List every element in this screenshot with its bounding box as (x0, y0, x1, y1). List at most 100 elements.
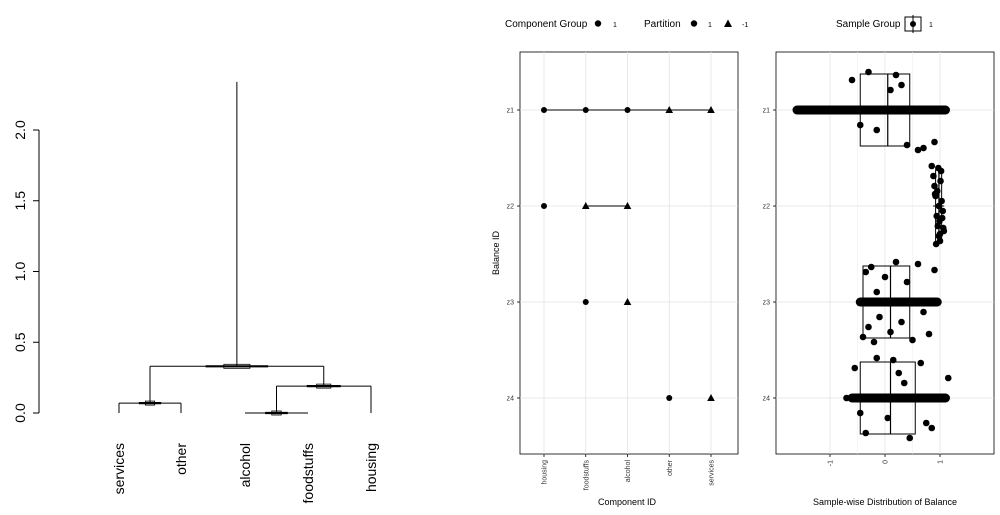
right-sample-point (870, 106, 878, 114)
right-sample-point (876, 106, 883, 114)
right-sample-point (931, 266, 938, 274)
mid-point-triangle (623, 202, 632, 209)
right-sample-point (911, 106, 919, 114)
right-sample-point (867, 263, 875, 271)
right-y-tick-label: z2 (763, 204, 771, 211)
right-sample-point (928, 424, 936, 432)
right-sample-point (936, 230, 944, 238)
right-sample-point (931, 138, 938, 146)
mid-point-circle (624, 107, 631, 113)
right-sample-point (859, 394, 867, 402)
right-sample-point (898, 394, 905, 402)
right-sample-point (922, 419, 930, 427)
right-sample-point (843, 106, 850, 114)
right-sample-point (900, 379, 908, 387)
dendro-leaf-label: alcohol (237, 443, 253, 487)
legend-partition-circle-marker (690, 20, 698, 27)
mid-point-triangle (707, 106, 715, 113)
right-sample-point (898, 81, 905, 89)
right-sample-point (920, 394, 927, 402)
right-sample-point (865, 68, 872, 76)
right-sample-point (892, 258, 900, 266)
right-sample-point (862, 429, 870, 437)
right-sample-point (914, 260, 922, 268)
right-sample-point (934, 222, 942, 230)
right-sample-point (925, 394, 933, 402)
component-panel-points (541, 106, 715, 401)
right-sample-point (889, 298, 897, 306)
legend-component-group-label: 1 (613, 22, 617, 29)
right-sample-point (892, 394, 900, 402)
mid-x-tick-label: other (667, 459, 674, 476)
right-sample-point (922, 106, 930, 114)
legend-partition-label-1: 1 (708, 22, 712, 29)
right-sample-point (940, 224, 947, 232)
right-sample-point (895, 106, 903, 114)
right-sample-point (914, 394, 922, 402)
mid-point-circle (541, 203, 547, 209)
right-sample-point (909, 336, 916, 344)
legend-partition: Partition 1 -1 (644, 19, 748, 30)
component-panel-frame (519, 51, 739, 455)
legend-component-group-title: Component Group (505, 19, 588, 30)
right-sample-point (854, 106, 861, 114)
right-sample-point (900, 298, 908, 306)
right-sample-point (843, 394, 850, 402)
right-sample-point (914, 146, 922, 154)
dendro-leaf-label: housing (363, 443, 379, 492)
right-sample-point (895, 298, 903, 306)
right-sample-point (859, 106, 867, 114)
right-sample-point (815, 106, 823, 114)
right-sample-point (909, 394, 916, 402)
right-sample-point (903, 278, 911, 286)
right-sample-point (931, 394, 938, 402)
right-x-tick-label: 1 (938, 460, 945, 464)
right-sample-point (892, 71, 900, 79)
mid-point-triangle (707, 394, 715, 401)
right-sample-point (930, 172, 937, 180)
right-sample-point (938, 214, 946, 222)
dendro-y-tick-label: 0.0 (12, 403, 28, 423)
mid-y-tick-label: z1 (507, 108, 515, 115)
right-sample-point (856, 121, 864, 129)
right-y-tick-label: z4 (763, 396, 771, 403)
right-sample-point (881, 394, 889, 402)
right-sample-point (884, 106, 892, 114)
right-sample-point (851, 364, 859, 372)
legend-partition-label-2: -1 (742, 22, 748, 29)
mid-point-triangle (665, 106, 674, 113)
right-sample-point (928, 106, 936, 114)
right-sample-point (942, 394, 949, 402)
mid-y-tick-label: z2 (507, 204, 515, 211)
dendro-y-tick-label: 0.5 (12, 332, 28, 352)
dendro-leaf-label: services (111, 443, 127, 494)
right-sample-point (906, 106, 914, 114)
dendro-y-tick-label: 1.0 (12, 262, 28, 282)
mid-y-tick-label: z4 (507, 396, 515, 403)
right-sample-point (933, 212, 940, 220)
right-sample-point (848, 106, 856, 114)
right-sample-point (878, 298, 886, 306)
mid-point-triangle (623, 298, 632, 305)
right-sample-point (873, 354, 881, 362)
right-sample-point (931, 190, 939, 198)
mid-point-circle (582, 107, 589, 113)
right-sample-point (936, 394, 944, 402)
right-sample-point (881, 273, 889, 281)
right-sample-point (903, 394, 911, 402)
right-sample-point (887, 86, 894, 94)
right-sample-point (928, 162, 936, 170)
mid-point-circle (666, 395, 673, 401)
mid-y-axis-label: Balance ID (491, 230, 501, 275)
right-sample-point (873, 288, 881, 296)
dendro-leaf-label: other (173, 443, 189, 475)
right-y-tick-label: z1 (763, 108, 771, 115)
right-sample-point (876, 313, 883, 321)
right-sample-point (884, 414, 892, 422)
right-sample-point (903, 141, 911, 149)
legend-partition-title: Partition (644, 19, 681, 30)
legend-sample-group: Sample Group 1 (836, 15, 933, 33)
right-sample-point (917, 106, 925, 114)
right-sample-point (873, 126, 881, 134)
